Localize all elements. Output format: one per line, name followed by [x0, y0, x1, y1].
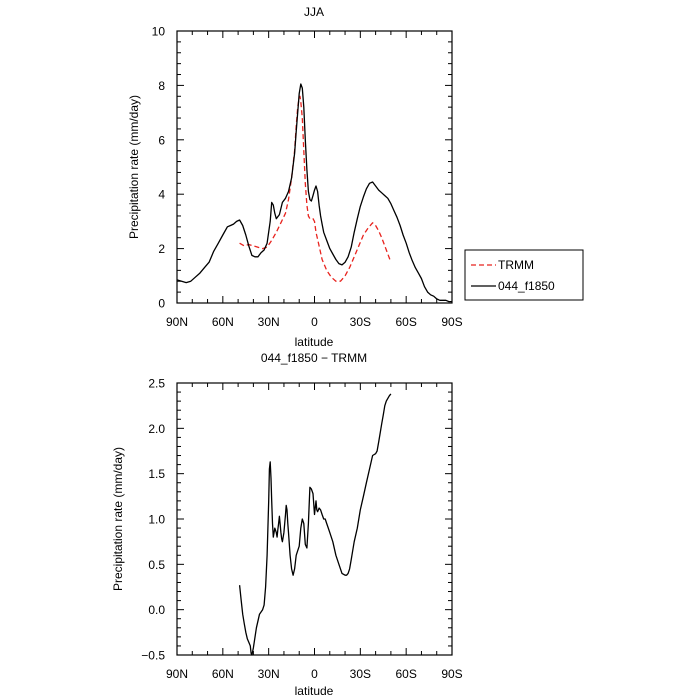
- top-y-tick-label: 4: [158, 188, 165, 202]
- top-x-tick-label: 60N: [212, 315, 234, 329]
- bottom-y-tick-label: 1.5: [148, 467, 165, 481]
- bottom-x-tick-label: 0: [311, 667, 318, 681]
- bottom-gridticks: 90N 60N 30N 0 30S 60S 90S −0.5 0.0 0.5 1.0 1.5 2.0 2.…: [141, 377, 462, 682]
- bottom-plot-frame: [176, 382, 453, 656]
- bottom-x-tick-label: 90S: [441, 667, 462, 681]
- top-title: JJA: [304, 5, 324, 19]
- bottom-x-tick-label: 60S: [395, 667, 416, 681]
- top-series-group: [176, 83, 452, 303]
- bottom-series-line-0: [238, 393, 392, 656]
- bottom-series-group: [238, 393, 392, 656]
- top-series-line-1: [176, 83, 452, 303]
- bottom-x-tick-label: 90N: [166, 667, 188, 681]
- bottom-y-tick-label: −0.5: [141, 649, 165, 663]
- top-x-tick-label: 0: [311, 315, 318, 329]
- bottom-x-tick-label: 60N: [212, 667, 234, 681]
- bottom-panel: 044_f1850 − TRMM 90N 60N 30N 0 30S 60S 90S −0.5…: [111, 351, 463, 698]
- top-x-tick-label: 90N: [166, 315, 188, 329]
- bottom-y-tick-label: 0.5: [148, 558, 165, 572]
- bottom-y-tick-label: 1.0: [148, 513, 165, 527]
- bottom-title: 044_f1850 − TRMM: [261, 351, 367, 365]
- bottom-xlabel: latitude: [295, 684, 334, 698]
- top-x-tick-label: 30S: [350, 315, 371, 329]
- top-x-tick-label: 90S: [441, 315, 462, 329]
- top-gridticks: 90N 60N 30N 0 30S 60S 90S 0 2 4 6 8 10: [152, 25, 463, 330]
- top-xlabel: latitude: [295, 335, 334, 349]
- top-ylabel: Precipitation rate (mm/day): [127, 95, 141, 239]
- top-y-tick-label: 0: [158, 297, 165, 311]
- bottom-y-tick-label: 2.0: [148, 422, 165, 436]
- bottom-ylabel: Precipitation rate (mm/day): [111, 447, 125, 591]
- top-x-tick-label: 30N: [258, 315, 280, 329]
- bottom-y-tick-label: 0.0: [148, 603, 165, 617]
- legend-trmm-label: TRMM: [498, 258, 534, 272]
- top-y-tick-label: 2: [158, 242, 165, 256]
- top-y-tick-label: 6: [158, 133, 165, 147]
- bottom-x-tick-label: 30N: [258, 667, 280, 681]
- top-x-tick-label: 60S: [395, 315, 416, 329]
- legend-model-label: 044_f1850: [498, 279, 555, 293]
- bottom-y-tick-label: 2.5: [148, 377, 165, 391]
- top-y-tick-label: 10: [152, 25, 166, 39]
- bottom-x-tick-label: 30S: [350, 667, 371, 681]
- top-series-line-0: [239, 95, 392, 282]
- top-y-tick-label: 8: [158, 79, 165, 93]
- legend: TRMM 044_f1850: [464, 249, 584, 301]
- top-plot-frame: [176, 30, 453, 304]
- legend-box: [464, 249, 584, 301]
